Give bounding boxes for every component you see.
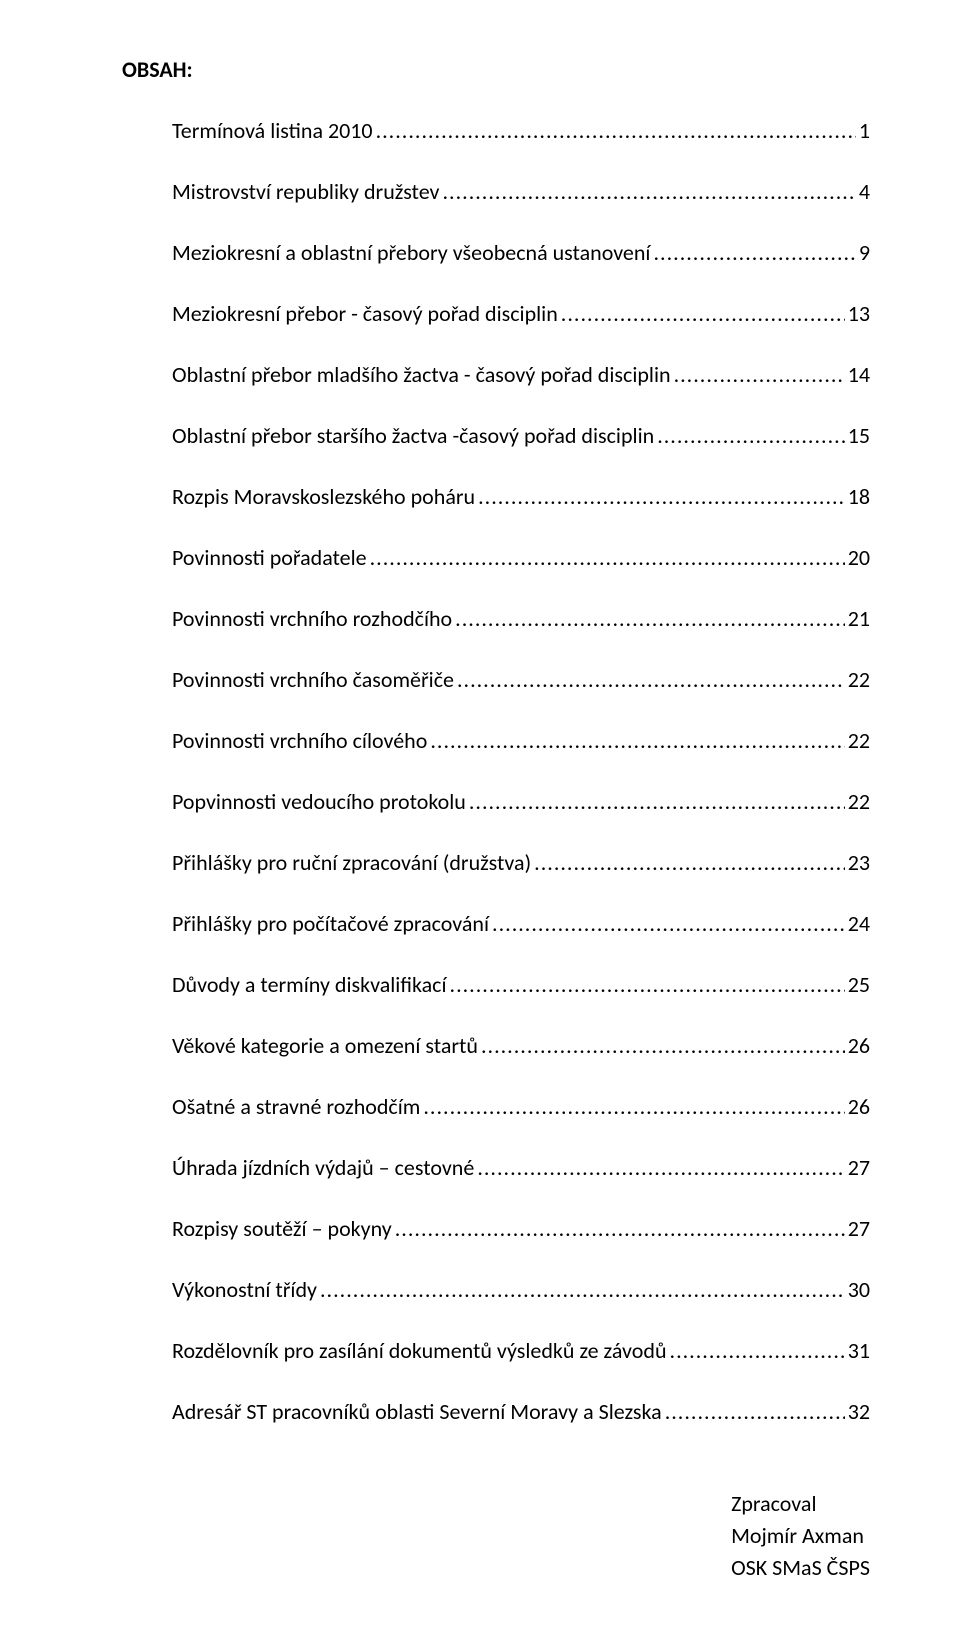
toc-entry-page: 22: [848, 727, 870, 754]
toc-entry-page: 32: [848, 1398, 870, 1425]
toc-entry-leader: [492, 910, 845, 937]
toc-entry: Výkonostní třídy 30: [172, 1276, 870, 1303]
toc-entry-leader: [320, 1276, 845, 1303]
toc-entry-page: 27: [848, 1215, 870, 1242]
toc-entry: Povinnosti vrchního rozhodčího 21: [172, 605, 870, 632]
toc-entry-page: 14: [848, 361, 870, 388]
toc-entry-leader: [430, 727, 844, 754]
toc-entry-label: Přihlášky pro ruční zpracování (družstva…: [172, 849, 531, 876]
toc-entry: Povinnosti pořadatele 20: [172, 544, 870, 571]
toc-entry-page: 9: [859, 239, 870, 266]
toc-entry-page: 23: [848, 849, 870, 876]
footer-line: OSK SMaS ČSPS: [731, 1552, 870, 1584]
toc-entry-leader: [370, 544, 845, 571]
toc-entry-page: 13: [848, 300, 870, 327]
toc-entry-page: 26: [848, 1093, 870, 1120]
toc-entry-page: 25: [848, 971, 870, 998]
toc-entry-label: Mistrovství republiky družstev: [172, 178, 439, 205]
toc-entry-leader: [450, 971, 845, 998]
toc-entry-leader: [442, 178, 855, 205]
toc-entry-page: 4: [859, 178, 870, 205]
toc-entry-label: Popvinnosti vedoucího protokolu: [172, 788, 466, 815]
toc-entry-page: 31: [848, 1337, 870, 1364]
toc-entry-label: Povinnosti vrchního rozhodčího: [172, 605, 452, 632]
toc-entry-label: Ošatné a stravné rozhodčím: [172, 1093, 420, 1120]
toc-entry-label: Rozpis Moravskoslezského poháru: [172, 483, 475, 510]
footer-line: Mojmír Axman: [731, 1520, 870, 1552]
toc-entry: Termínová listina 2010 1: [172, 117, 870, 144]
toc-entry: Meziokresní přebor - časový pořad discip…: [172, 300, 870, 327]
toc-entry: Ošatné a stravné rozhodčím 26: [172, 1093, 870, 1120]
toc-entry: Rozdělovník pro zasílání dokumentů výsle…: [172, 1337, 870, 1364]
toc-entry-leader: [665, 1398, 845, 1425]
toc-entry-page: 18: [848, 483, 870, 510]
toc-entry-label: Věkové kategorie a omezení startů: [172, 1032, 478, 1059]
toc-entry-page: 15: [848, 422, 870, 449]
document-page: OBSAH: Termínová listina 2010 1 Mistrovst…: [0, 0, 960, 1640]
toc-entry-leader: [657, 422, 845, 449]
document-footer: ZpracovalMojmír AxmanOSK SMaS ČSPS: [731, 1488, 870, 1584]
toc-entry-leader: [674, 361, 845, 388]
toc-entry-leader: [455, 605, 845, 632]
toc-entry: Přihlášky pro počítačové zpracování 24: [172, 910, 870, 937]
toc-entry: Rozpisy soutěží – pokyny 27: [172, 1215, 870, 1242]
toc-entry: Oblastní přebor mladšího žactva - časový…: [172, 361, 870, 388]
toc-entry-leader: [423, 1093, 844, 1120]
toc-entry-label: Adresář ST pracovníků oblasti Severní Mo…: [172, 1398, 662, 1425]
toc-entry-page: 30: [848, 1276, 870, 1303]
toc-entry-leader: [395, 1215, 845, 1242]
toc-entry-page: 26: [848, 1032, 870, 1059]
toc-entry-label: Přihlášky pro počítačové zpracování: [172, 910, 489, 937]
toc-entry-leader: [561, 300, 845, 327]
toc-entry: Popvinnosti vedoucího protokolu 22: [172, 788, 870, 815]
footer-line: Zpracoval: [731, 1488, 870, 1520]
toc-entry: Oblastní přebor staršího žactva -časový …: [172, 422, 870, 449]
table-of-contents: Termínová listina 2010 1 Mistrovství repu…: [122, 117, 870, 1425]
toc-entry-label: Úhrada jízdních výdajů – cestovné: [172, 1154, 474, 1181]
toc-entry-label: Důvody a termíny diskvalifikací: [172, 971, 447, 998]
toc-entry-page: 22: [848, 666, 870, 693]
toc-entry: Rozpis Moravskoslezského poháru 18: [172, 483, 870, 510]
toc-entry-page: 1: [859, 117, 870, 144]
toc-entry-label: Oblastní přebor staršího žactva -časový …: [172, 422, 654, 449]
toc-entry-page: 22: [848, 788, 870, 815]
toc-heading: OBSAH:: [122, 56, 870, 83]
toc-entry-leader: [457, 666, 845, 693]
toc-entry-leader: [478, 483, 845, 510]
toc-entry: Mistrovství republiky družstev 4: [172, 178, 870, 205]
toc-entry: Adresář ST pracovníků oblasti Severní Mo…: [172, 1398, 870, 1425]
toc-entry-label: Povinnosti vrchního časoměřiče: [172, 666, 454, 693]
toc-entry: Důvody a termíny diskvalifikací 25: [172, 971, 870, 998]
toc-entry-label: Rozpisy soutěží – pokyny: [172, 1215, 392, 1242]
toc-entry: Povinnosti vrchního časoměřiče 22: [172, 666, 870, 693]
toc-entry-leader: [670, 1337, 845, 1364]
toc-entry: Věkové kategorie a omezení startů 26: [172, 1032, 870, 1059]
toc-entry-leader: [481, 1032, 845, 1059]
toc-entry: Meziokresní a oblastní přebory všeobecná…: [172, 239, 870, 266]
toc-entry-leader: [477, 1154, 844, 1181]
toc-entry: Úhrada jízdních výdajů – cestovné 27: [172, 1154, 870, 1181]
toc-entry-label: Výkonostní třídy: [172, 1276, 317, 1303]
toc-entry-page: 24: [848, 910, 870, 937]
toc-entry-page: 27: [848, 1154, 870, 1181]
toc-entry-label: Povinnosti vrchního cílového: [172, 727, 427, 754]
toc-entry-leader: [534, 849, 845, 876]
toc-entry: Povinnosti vrchního cílového 22: [172, 727, 870, 754]
toc-entry-leader: [653, 239, 855, 266]
toc-entry-page: 21: [848, 605, 870, 632]
toc-entry-label: Rozdělovník pro zasílání dokumentů výsle…: [172, 1337, 667, 1364]
toc-entry-label: Oblastní přebor mladšího žactva - časový…: [172, 361, 671, 388]
toc-entry-label: Termínová listina 2010: [172, 117, 373, 144]
toc-entry-page: 20: [848, 544, 870, 571]
toc-entry-label: Povinnosti pořadatele: [172, 544, 367, 571]
toc-entry-label: Meziokresní přebor - časový pořad discip…: [172, 300, 558, 327]
toc-entry-label: Meziokresní a oblastní přebory všeobecná…: [172, 239, 650, 266]
toc-entry-leader: [469, 788, 845, 815]
toc-entry: Přihlášky pro ruční zpracování (družstva…: [172, 849, 870, 876]
toc-entry-leader: [376, 117, 856, 144]
